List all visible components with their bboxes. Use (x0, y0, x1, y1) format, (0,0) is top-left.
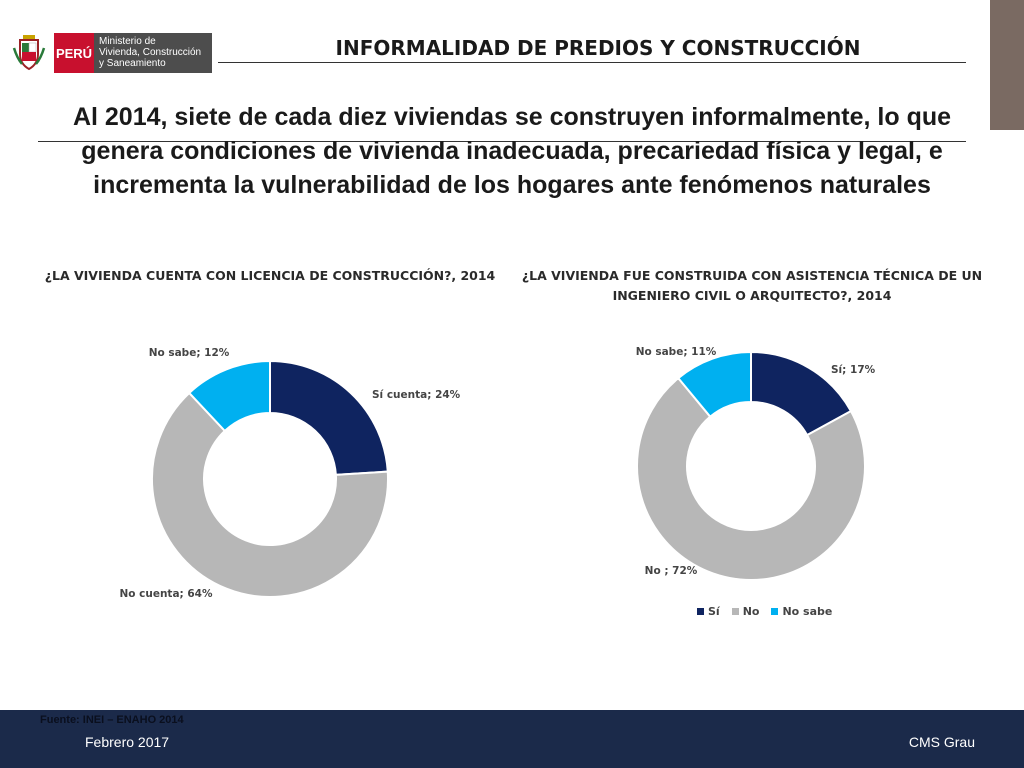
legend-label-1: Sí (708, 605, 720, 618)
donut-slice-2-2 (636, 376, 866, 581)
subtitle-divider (38, 141, 966, 142)
ministry-line-2: Vivienda, Construcción (99, 47, 202, 58)
chart-legend-asistencia: Sí No No sabe (697, 605, 832, 618)
donut-slice-1-3 (187, 359, 271, 433)
source-note: Fuente: INEI – ENAHO 2014 (40, 714, 184, 726)
legend-item-2: No (731, 605, 760, 618)
donut-charts: Sí cuenta; 24% No cuenta; 64% No sabe; 12%… (119, 346, 876, 600)
legend-item-1: Sí (697, 605, 720, 618)
data-label-1-2: No cuenta; 64% (119, 588, 213, 600)
data-label-2-3: No sabe; 11% (636, 346, 717, 358)
legend-item-3: No sabe (771, 605, 832, 618)
decorative-side-strip (990, 0, 1024, 130)
coat-of-arms-icon (12, 35, 46, 71)
slide-subtitle: Al 2014, siete de cada diez viviendas se… (72, 103, 952, 199)
chart-title-licencia: ¿LA VIVIENDA CUENTA CON LICENCIA DE CONS… (44, 268, 496, 283)
data-label-2-2: No ; 72% (645, 565, 698, 577)
chart-title-asistencia: ¿LA VIVIENDA FUE CONSTRUIDA CON ASISTENC… (521, 268, 983, 303)
data-label-1-1: Sí cuenta; 24% (372, 389, 461, 401)
ministry-line-1: Ministerio de (99, 36, 156, 47)
ministry-name: Ministerio de Vivienda, Construcción y S… (94, 33, 212, 73)
legend-label-3: No sabe (782, 605, 833, 618)
legend-swatch-2 (731, 608, 739, 615)
title-underline (218, 62, 966, 63)
ministry-line-3: y Saneamiento (99, 58, 166, 69)
data-label-1-3: No sabe; 12% (149, 347, 230, 359)
data-label-2-1: Sí; 17% (831, 364, 876, 376)
ministry-logo: PERÚ Ministerio de Vivienda, Construcció… (12, 32, 216, 74)
donut-slice-2-3 (676, 350, 752, 419)
legend-swatch-1 (697, 608, 704, 615)
footer-date: Febrero 2017 (85, 734, 170, 750)
donut-slice-1-1 (269, 359, 389, 476)
peru-label: PERÚ (54, 33, 94, 73)
legend-swatch-3 (771, 608, 779, 615)
page-title: INFORMALIDAD DE PREDIOS Y CONSTRUCCIÓN (335, 36, 861, 60)
legend-label-2: No (742, 605, 760, 618)
donut-slice-1-2 (151, 391, 389, 598)
footer-author: CMS Grau (908, 734, 975, 750)
footer-bar: Fuente: INEI – ENAHO 2014 Febrero 2017 C… (0, 710, 1024, 768)
